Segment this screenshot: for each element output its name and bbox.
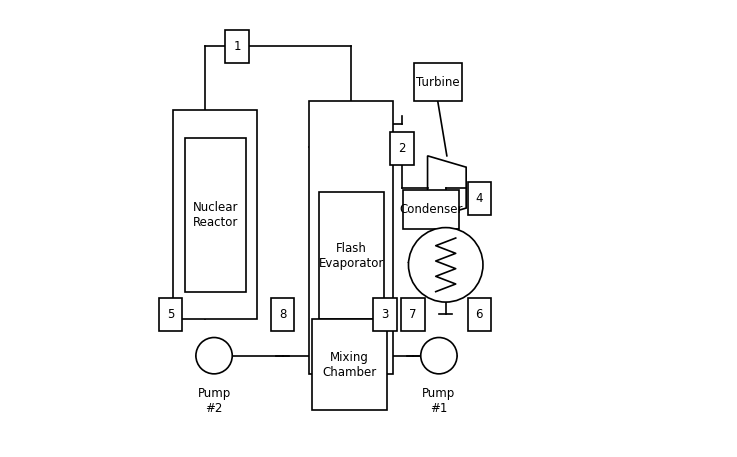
Bar (373, 298, 397, 331)
Text: 6: 6 (475, 308, 483, 321)
Bar (467, 298, 491, 331)
Bar (226, 30, 249, 63)
Text: 8: 8 (279, 308, 287, 321)
Text: 5: 5 (167, 308, 174, 321)
Bar (158, 298, 182, 331)
Bar (312, 319, 387, 410)
Circle shape (421, 338, 457, 374)
Text: Turbine: Turbine (416, 75, 460, 89)
Bar (270, 298, 295, 331)
Bar (184, 138, 246, 292)
Text: Pump
#2: Pump #2 (198, 388, 231, 415)
Text: 7: 7 (409, 308, 416, 321)
Bar (318, 192, 385, 319)
Bar (391, 132, 414, 165)
Text: Flash
Evaporator: Flash Evaporator (319, 242, 384, 270)
Text: Pump
#1: Pump #1 (422, 388, 455, 415)
Bar (401, 298, 425, 331)
Text: 1: 1 (234, 40, 241, 53)
Bar (310, 101, 394, 374)
Circle shape (408, 228, 483, 302)
Bar (467, 182, 491, 215)
Text: 4: 4 (475, 192, 483, 205)
Text: Mixing
Chamber: Mixing Chamber (322, 351, 377, 379)
Text: Condenser: Condenser (399, 203, 463, 216)
Bar (402, 190, 459, 228)
Text: 2: 2 (399, 142, 406, 155)
Bar (173, 111, 257, 319)
Text: 3: 3 (381, 308, 388, 321)
Circle shape (196, 338, 232, 374)
Bar (414, 63, 461, 101)
Text: Nuclear
Reactor: Nuclear Reactor (192, 201, 238, 229)
